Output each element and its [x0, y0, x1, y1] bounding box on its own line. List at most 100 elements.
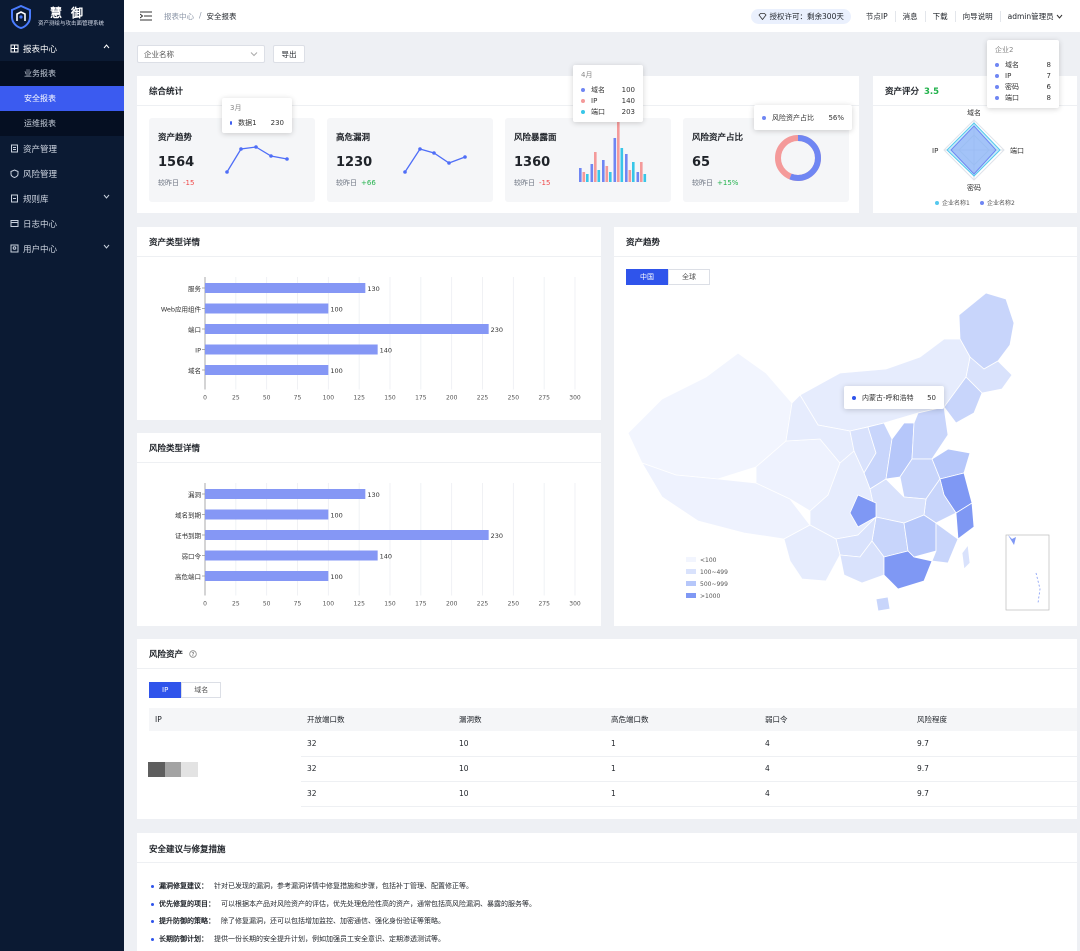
sidebar-item-rule-library[interactable]: 规则库 — [0, 186, 124, 211]
download-link[interactable]: 下载 — [924, 10, 955, 22]
menu-fold-icon[interactable] — [140, 11, 152, 21]
advice-text: 可以根据本产品对风险资产的评估，优先处理危险性高的资产，通常包括高风险漏洞、暴露… — [221, 899, 536, 908]
logo: 慧御 资产测绘与攻击面管理系统 — [0, 0, 124, 34]
company-select[interactable]: 企业名称 — [137, 45, 265, 63]
tooltip-label: 端口 — [591, 107, 605, 116]
sidebar-item-user-center[interactable]: 用户中心 — [0, 236, 124, 261]
list-item: 漏洞修复建议： 针对已发现的漏洞，参考漏洞详情中修复措施和步骤，包括补丁管理、配置… — [151, 878, 536, 896]
map-tabs: 中国 全球 — [626, 269, 710, 285]
map-region[interactable] — [883, 550, 933, 590]
data-label: 100 — [330, 573, 342, 581]
x-tick-label: 300 — [569, 395, 581, 402]
sidebar-item-asset-management[interactable]: 资产管理 — [0, 136, 124, 161]
stat-compare: 较昨日 -15 — [514, 178, 550, 188]
data-label: 230 — [491, 532, 503, 540]
sidebar-item-report-center[interactable]: 报表中心 — [0, 36, 124, 61]
tab-china[interactable]: 中国 — [626, 269, 668, 285]
map-region[interactable] — [849, 494, 877, 528]
admin-user-menu[interactable]: admin管理员 — [999, 10, 1070, 22]
tab-global[interactable]: 全球 — [668, 269, 710, 285]
bar[interactable] — [205, 324, 489, 334]
map-region[interactable] — [955, 502, 975, 540]
bar[interactable] — [205, 344, 378, 355]
donut-arc — [775, 135, 821, 181]
bar[interactable] — [205, 303, 329, 314]
redaction-swatch — [165, 762, 181, 777]
asset-icon — [10, 144, 19, 153]
advice-list: 漏洞修复建议： 针对已发现的漏洞，参考漏洞详情中修复措施和步骤，包括补丁管理、配置… — [151, 878, 536, 948]
guide-link[interactable]: 向导说明 — [954, 10, 1000, 22]
x-tick-label: 250 — [508, 395, 520, 402]
map-legend-item[interactable]: 500~999 — [700, 581, 728, 588]
compare-delta: +15% — [717, 179, 739, 187]
bar[interactable] — [205, 571, 329, 581]
risk-type-bar-chart: 0 25 50 75 100 125 150 175 200 225 250 275 300 漏洞 130 域… — [175, 483, 581, 608]
map-region[interactable] — [875, 596, 891, 612]
bar[interactable] — [205, 489, 366, 499]
sidebar-item-security-report[interactable]: 安全报表 — [0, 86, 124, 111]
cell-high-ports: 1 — [605, 756, 759, 782]
radar-axis-label: 端口 — [1010, 146, 1024, 155]
asset-type-card: 资产类型详情 0 25 50 75 100 125 150 175 200 225 250 275 30… — [137, 227, 601, 420]
column-header[interactable]: 高危端口数 — [605, 708, 759, 731]
sidebar-item-ops-report[interactable]: 运维报表 — [0, 111, 124, 136]
tab-ip[interactable]: IP — [149, 682, 182, 698]
asset-map-card: 资产趋势 中国 全球 — [614, 227, 1077, 626]
map-tooltip: 内蒙古-呼和浩特 50 — [844, 386, 944, 409]
cell-weak-pw: 4 — [759, 756, 911, 782]
radar-legend-item[interactable]: 企业名称1 — [942, 199, 970, 207]
help-icon[interactable]: ? — [189, 650, 197, 658]
export-button[interactable]: 导出 — [273, 45, 305, 63]
radar-legend-item[interactable]: 企业名称2 — [987, 199, 1015, 207]
mini-bar — [605, 166, 609, 182]
tooltip-row: 域名 100 — [581, 84, 635, 95]
header-actions: 授权许可：剩余300天 节点IP 消息 下载 向导说明 admin管理员 — [750, 0, 1070, 32]
tooltip-head: 企业2 — [995, 46, 1014, 54]
column-header[interactable]: IP — [149, 708, 301, 731]
table-row[interactable]: 32 10 1 4 9.7 — [149, 756, 1077, 782]
table-row[interactable]: 32 10 1 4 9.7 — [149, 731, 1077, 757]
bar[interactable] — [205, 283, 366, 293]
node-ip-link[interactable]: 节点IP — [865, 11, 888, 21]
sidebar-item-log-center[interactable]: 日志中心 — [0, 211, 124, 236]
advice-key: 长期防御计划： — [159, 934, 208, 943]
chart-title: 资产类型详情 — [149, 238, 201, 248]
map-region[interactable] — [931, 522, 959, 564]
column-header[interactable]: 漏洞数 — [453, 708, 605, 731]
bar[interactable] — [205, 365, 329, 375]
tooltip-row: 风险资产占比 56% — [762, 112, 844, 123]
table-row[interactable]: 32 10 1 4 9.7 — [149, 781, 1077, 807]
map-legend-item[interactable]: >1000 — [700, 593, 720, 600]
column-header[interactable]: 风险程度 — [911, 708, 1077, 731]
compare-label: 较昨日 — [158, 179, 179, 187]
tooltip-label: 域名 — [591, 85, 605, 94]
map-region[interactable] — [961, 543, 971, 570]
chevron-down-icon — [250, 52, 258, 57]
risk-assets-title: 风险资产 ? — [149, 648, 197, 660]
map-region[interactable] — [783, 524, 841, 582]
map-region[interactable] — [903, 514, 937, 558]
divider — [873, 105, 1077, 106]
tab-domain[interactable]: 域名 — [181, 682, 222, 698]
cell-vulns: 10 — [453, 756, 605, 782]
map-region[interactable] — [911, 406, 949, 460]
bar[interactable] — [205, 550, 378, 561]
map-legend-item[interactable]: 100~499 — [700, 569, 728, 576]
breadcrumb-item[interactable]: 报表中心 — [164, 11, 194, 21]
bar[interactable] — [205, 530, 489, 540]
advice-title: 安全建议与修复措施 — [149, 845, 226, 855]
messages-link[interactable]: 消息 — [894, 10, 925, 22]
sidebar-item-risk-management[interactable]: 风险管理 — [0, 161, 124, 186]
y-tick-label: 服务 — [188, 284, 202, 293]
bar[interactable] — [205, 509, 329, 520]
sidebar-item-business-report[interactable]: 业务报表 — [0, 61, 124, 86]
column-header[interactable]: 弱口令 — [759, 708, 911, 731]
map-legend-item[interactable]: <100 — [700, 557, 717, 564]
tooltip-row: 端口 8 — [995, 92, 1051, 103]
column-header[interactable]: 开放端口数 — [301, 708, 453, 731]
sidebar-item-label: 业务报表 — [24, 69, 56, 78]
donut-chart — [775, 135, 821, 181]
y-tick-label: 证书到期 — [175, 531, 202, 540]
data-label: 230 — [491, 326, 503, 334]
map-title: 资产趋势 — [626, 238, 661, 248]
